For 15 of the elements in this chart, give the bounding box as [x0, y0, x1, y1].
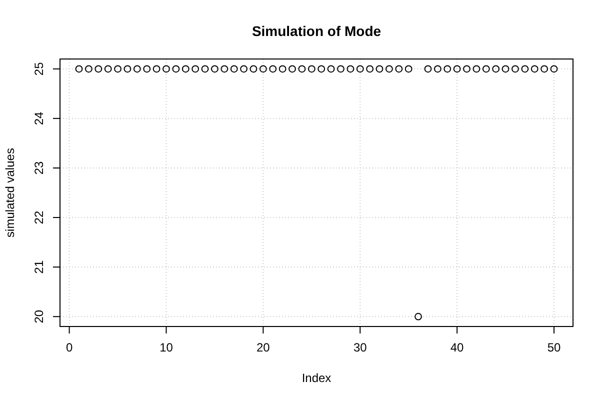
y-tick-label: 20 [32, 310, 46, 324]
x-tick-label: 40 [450, 340, 464, 354]
y-tick-label: 22 [32, 210, 46, 224]
x-axis-title: Index [302, 371, 332, 385]
y-tick-label: 21 [32, 260, 46, 274]
x-tick-label: 30 [353, 340, 368, 354]
y-tick-label: 23 [32, 160, 46, 175]
y-tick-label: 25 [32, 62, 46, 76]
x-tick-label: 0 [66, 340, 73, 354]
x-tick-label: 50 [547, 340, 561, 354]
chart-title: Simulation of Mode [252, 23, 382, 39]
y-axis-title: simulated values [3, 148, 17, 238]
y-tick-label: 24 [32, 111, 46, 126]
x-tick-label: 10 [160, 340, 174, 354]
x-tick-label: 20 [256, 340, 270, 354]
